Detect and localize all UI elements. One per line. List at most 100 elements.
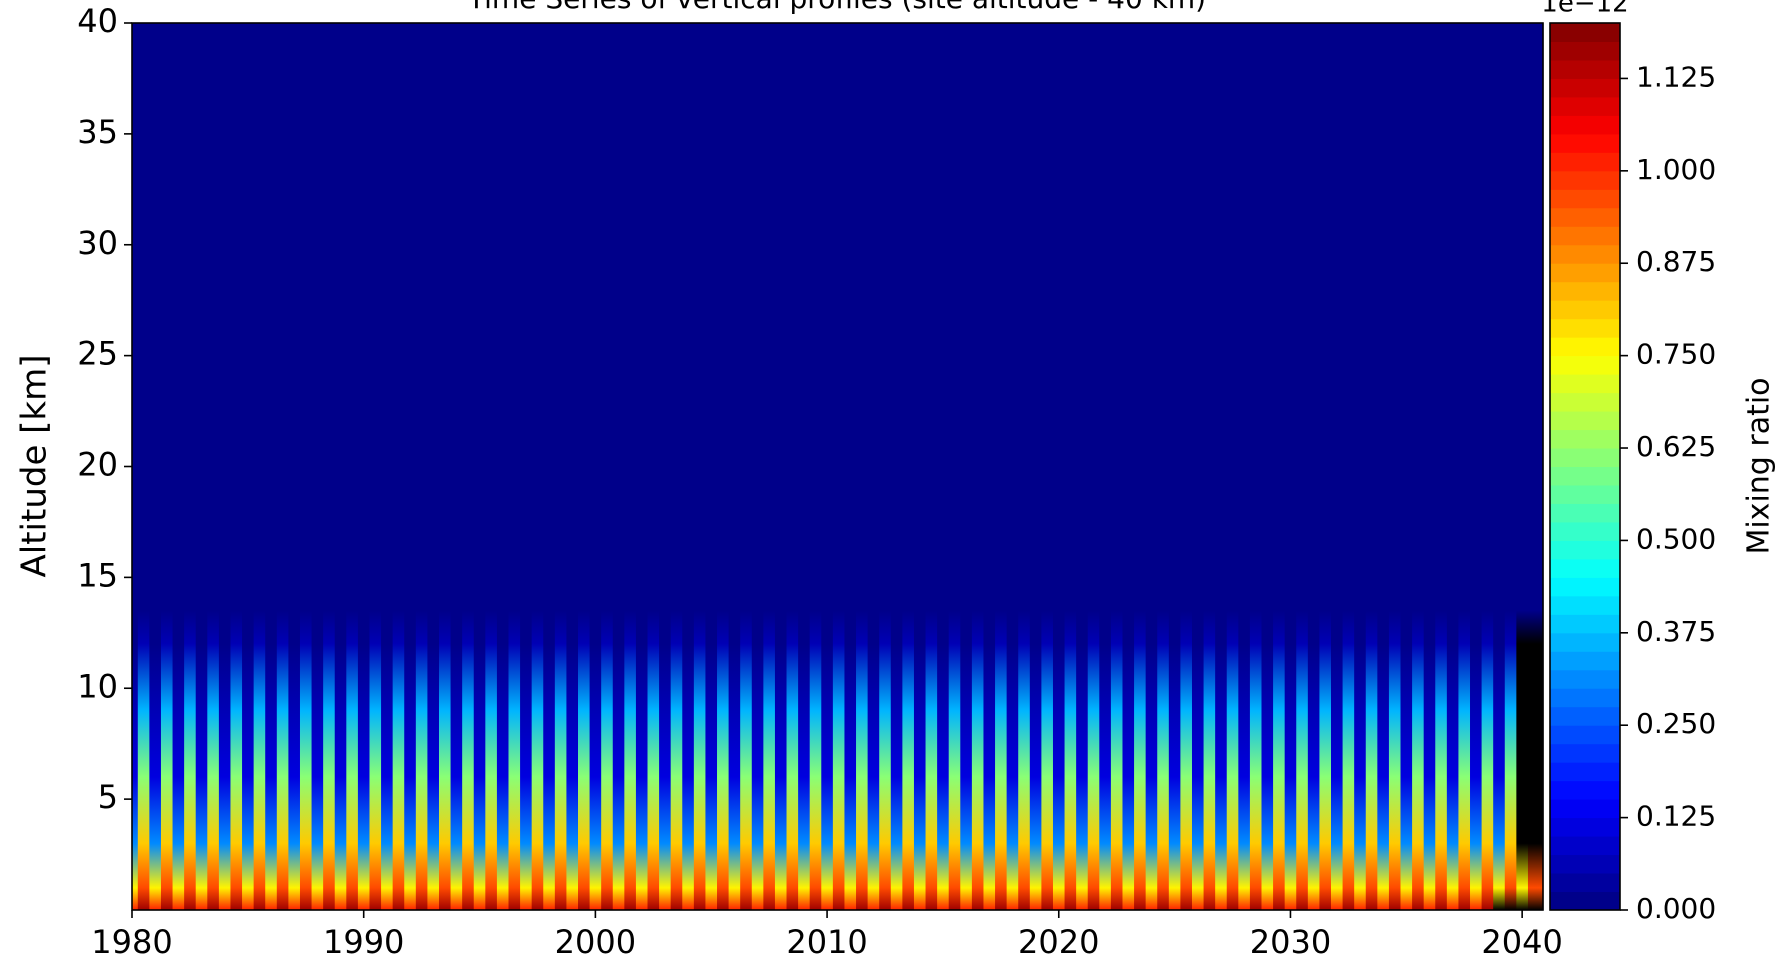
contour-column (1215, 23, 1228, 910)
contour-column (1018, 23, 1031, 910)
contour-column (612, 23, 625, 910)
colorbar-tick-label: 0.750 (1636, 338, 1716, 371)
colorbar-tick-label: 0.625 (1636, 430, 1716, 463)
contour-column (1238, 23, 1251, 910)
contour-column (369, 23, 382, 910)
colorbar-band (1550, 23, 1620, 42)
colorbar-tick-label: 0.500 (1636, 522, 1716, 555)
contour-column (438, 23, 452, 910)
colorbar-band (1550, 226, 1620, 246)
chart-title: Time Series of vertical profiles (site a… (467, 0, 1206, 15)
contour-column (1481, 23, 1494, 910)
contour-column (132, 23, 139, 910)
contour-column (334, 23, 347, 910)
contour-column (1388, 23, 1402, 910)
colorbar-tick-label: 0.375 (1636, 615, 1716, 648)
contour-column (670, 23, 683, 910)
contour-column (786, 23, 799, 910)
colorbar-label: Mixing ratio (1742, 377, 1777, 554)
contour-column (1331, 23, 1344, 910)
contour-column (1307, 23, 1321, 910)
contour-column (1261, 23, 1274, 910)
contour-column (1029, 23, 1042, 910)
contour-column (1504, 23, 1517, 910)
contour-column (485, 23, 498, 910)
colorbar-band (1550, 152, 1620, 172)
colorbar-band (1550, 429, 1620, 449)
contour-column (1249, 23, 1263, 910)
contour-column (137, 23, 150, 910)
colorbar-band (1550, 577, 1620, 597)
contour-column (207, 23, 220, 910)
colorbar-band (1550, 891, 1620, 911)
colorbar-tick-label: 0.125 (1636, 800, 1716, 833)
colorbar-band (1550, 669, 1620, 689)
contour-column (682, 23, 695, 910)
contour-column (172, 23, 185, 910)
contour-column (520, 23, 533, 910)
contour-column (1134, 23, 1147, 910)
colorbar-band (1550, 207, 1620, 227)
contour-column (1342, 23, 1355, 910)
contour-column (1087, 23, 1100, 910)
colorbar-band (1550, 41, 1620, 61)
y-tick-label: 5 (98, 778, 118, 816)
contour-column (925, 23, 938, 910)
contour-column (404, 23, 417, 910)
contour-column (218, 23, 232, 910)
colorbar-band (1550, 762, 1620, 782)
colorbar-band (1550, 503, 1620, 523)
colorbar-band (1550, 632, 1620, 652)
colorbar-band (1550, 817, 1620, 837)
x-tick-label: 2040 (1481, 923, 1562, 961)
colorbar-band (1550, 337, 1620, 357)
colorbar: 0.000 0.125 0.250 0.375 0.500 0.625 0.750 0.875… (1549, 22, 1716, 925)
colorbar-band (1550, 263, 1620, 283)
colorbar-offset: 1e−12 (1541, 0, 1628, 19)
contour-column (1064, 23, 1077, 910)
contour-column (1110, 23, 1124, 910)
contour-column (1076, 23, 1089, 910)
x-tick-label: 2030 (1250, 923, 1331, 961)
contour-column (717, 23, 730, 910)
y-axis-label: Altitude [km] (15, 354, 55, 577)
colorbar-band (1550, 133, 1620, 153)
y-tick-label: 25 (77, 335, 118, 373)
colorbar-band (1550, 484, 1620, 504)
colorbar-band (1550, 558, 1620, 578)
y-tick-label: 20 (77, 446, 118, 484)
colorbar-band (1550, 595, 1620, 615)
contour-column (253, 23, 266, 910)
contour-column (971, 23, 985, 910)
contour-column (496, 23, 510, 910)
colorbar-band (1550, 78, 1620, 98)
x-tick-label: 1980 (91, 923, 172, 961)
contour-column (1168, 23, 1182, 910)
contour-column (1446, 23, 1460, 910)
contour-column (566, 23, 579, 910)
contour-column (381, 23, 394, 910)
contour-column (1400, 23, 1413, 910)
colorbar-band (1550, 780, 1620, 800)
colorbar-band (1550, 189, 1620, 209)
contour-column (589, 23, 602, 910)
contour-column (1319, 23, 1332, 910)
y-tick-label: 30 (77, 224, 118, 262)
y-tick-label: 35 (77, 113, 118, 151)
contour-column (647, 23, 660, 910)
colorbar-band (1550, 706, 1620, 726)
contour-column (960, 23, 973, 910)
colorbar-band (1550, 115, 1620, 135)
y-tick-label: 15 (77, 556, 118, 594)
colorbar-band (1550, 466, 1620, 486)
contour-column (323, 23, 336, 910)
contour-column (531, 23, 544, 910)
contour-column (821, 23, 834, 910)
contour-column (1412, 23, 1425, 910)
contour-column (728, 23, 741, 910)
contour-column (693, 23, 707, 910)
colorbar-tick-label: 1.000 (1636, 153, 1716, 186)
colorbar-band (1550, 374, 1620, 394)
